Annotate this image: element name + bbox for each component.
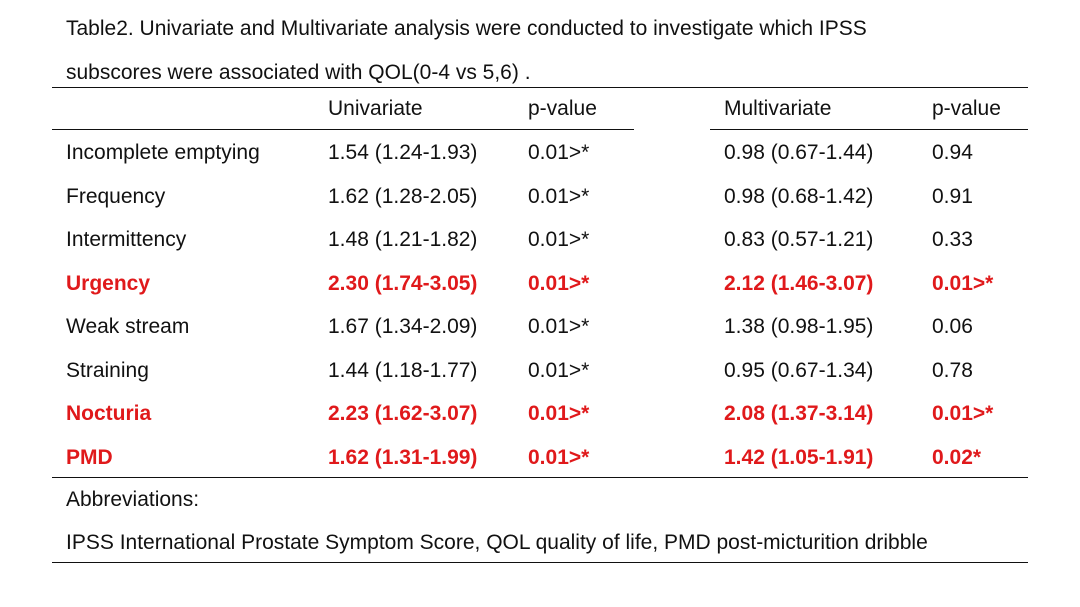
cell-univariate-pvalue: 0.01>* bbox=[528, 358, 590, 382]
cell-variable: PMD bbox=[66, 445, 113, 469]
abbreviations-title: Abbreviations: bbox=[66, 488, 200, 511]
cell-univariate-pvalue: 0.01>* bbox=[528, 445, 590, 469]
cell-multivariate: 0.83 (0.57-1.21) bbox=[724, 228, 874, 251]
cell-univariate: 1.67 (1.34-2.09) bbox=[328, 315, 478, 338]
cell-univariate-pvalue: 0.01>* bbox=[528, 141, 590, 164]
table-bottom-rule bbox=[52, 477, 1028, 478]
cell-multivariate-pvalue: 0.01>* bbox=[932, 271, 994, 295]
cell-univariate-pvalue: 0.01>* bbox=[528, 228, 590, 251]
cell-multivariate: 2.08 (1.37-3.14) bbox=[724, 402, 874, 425]
cell-multivariate-pvalue: 0.02* bbox=[932, 445, 982, 469]
footer-bottom-rule bbox=[52, 562, 1028, 563]
cell-variable: Intermittency bbox=[66, 228, 187, 251]
cell-variable: Weak stream bbox=[66, 315, 190, 338]
cell-multivariate-pvalue: 0.01>* bbox=[932, 402, 994, 425]
cell-multivariate: 2.12 (1.46-3.07) bbox=[724, 271, 874, 295]
abbreviations-text: IPSS International Prostate Symptom Scor… bbox=[66, 531, 928, 554]
cell-multivariate-pvalue: 0.78 bbox=[932, 358, 973, 382]
cell-variable: Urgency bbox=[66, 271, 151, 295]
header-rule-right bbox=[710, 129, 1028, 130]
cell-multivariate: 1.38 (0.98-1.95) bbox=[724, 315, 874, 338]
caption-line-2: subscores were associated with QOL(0-4 v… bbox=[66, 61, 531, 84]
header-col-multivariate: Multivariate bbox=[724, 97, 832, 120]
cell-univariate-pvalue: 0.01>* bbox=[528, 271, 590, 295]
caption-line-1: Table2. Univariate and Multivariate anal… bbox=[66, 17, 867, 40]
cell-multivariate-pvalue: 0.06 bbox=[932, 315, 973, 338]
cell-multivariate-pvalue: 0.94 bbox=[932, 141, 973, 164]
cell-variable: Straining bbox=[66, 358, 149, 382]
header-rule-left bbox=[52, 129, 634, 130]
cell-multivariate: 0.98 (0.67-1.44) bbox=[724, 141, 874, 164]
table-caption: Table2. Univariate and Multivariate anal… bbox=[66, 7, 1046, 95]
cell-variable: Nocturia bbox=[66, 402, 152, 425]
cell-multivariate: 1.42 (1.05-1.91) bbox=[724, 445, 874, 469]
cell-multivariate-pvalue: 0.33 bbox=[932, 228, 973, 251]
cell-variable: Frequency bbox=[66, 184, 166, 208]
cell-univariate: 2.30 (1.74-3.05) bbox=[328, 271, 478, 295]
cell-univariate: 1.44 (1.18-1.77) bbox=[328, 358, 478, 382]
cell-multivariate-pvalue: 0.91 bbox=[932, 184, 973, 208]
cell-multivariate: 0.98 (0.68-1.42) bbox=[724, 184, 874, 208]
cell-univariate: 1.48 (1.21-1.82) bbox=[328, 228, 478, 251]
top-rule bbox=[52, 87, 1028, 88]
cell-univariate-pvalue: 0.01>* bbox=[528, 184, 590, 208]
cell-univariate-pvalue: 0.01>* bbox=[528, 402, 590, 425]
cell-variable: Incomplete emptying bbox=[66, 141, 260, 164]
cell-multivariate: 0.95 (0.67-1.34) bbox=[724, 358, 874, 382]
header-col-univariate: Univariate bbox=[328, 97, 423, 120]
cell-univariate: 2.23 (1.62-3.07) bbox=[328, 402, 478, 425]
cell-univariate: 1.54 (1.24-1.93) bbox=[328, 141, 478, 164]
header-col-univariate-pvalue: p-value bbox=[528, 97, 597, 120]
cell-univariate: 1.62 (1.28-2.05) bbox=[328, 184, 478, 208]
header-col-multivariate-pvalue: p-value bbox=[932, 97, 1001, 120]
cell-univariate-pvalue: 0.01>* bbox=[528, 315, 590, 338]
cell-univariate: 1.62 (1.31-1.99) bbox=[328, 445, 478, 469]
